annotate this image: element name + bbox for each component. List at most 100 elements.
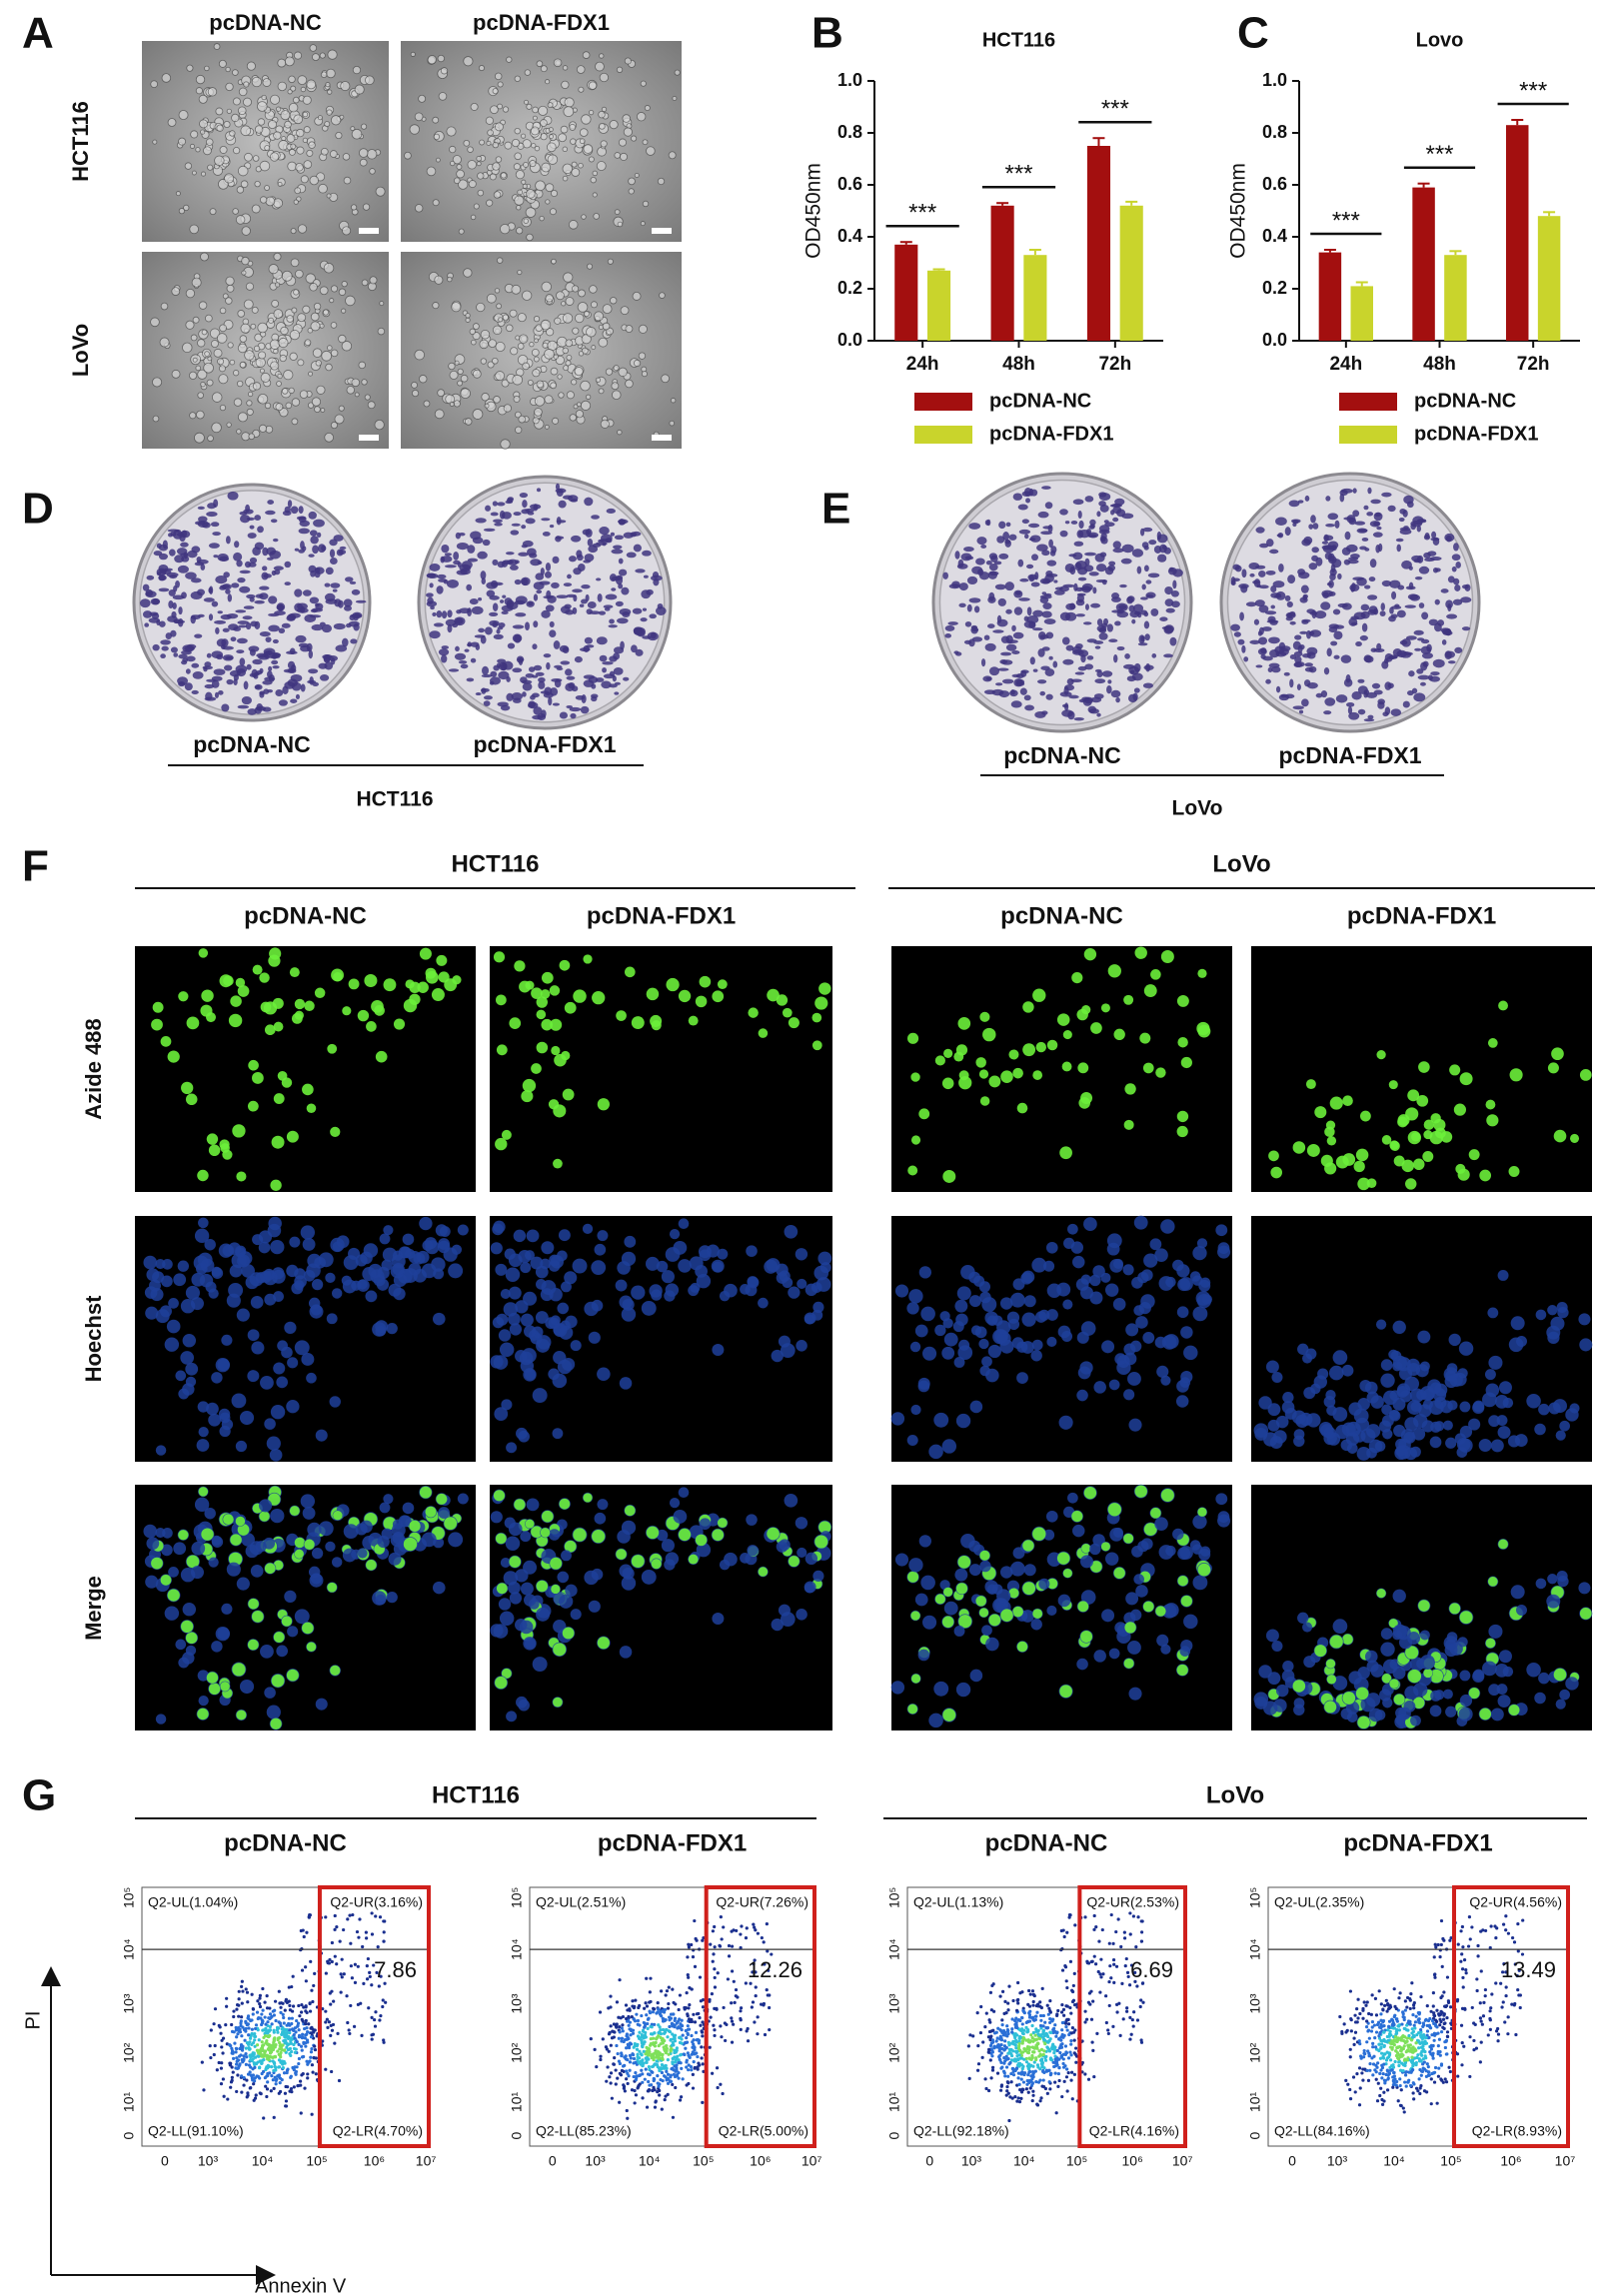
- nucleus: [1267, 1403, 1281, 1417]
- nucleus: [1101, 1340, 1115, 1354]
- cell: [579, 128, 589, 137]
- cell-line-label: LoVo: [1172, 797, 1223, 820]
- nucleus: [490, 1511, 503, 1524]
- cell: [216, 124, 224, 132]
- stained-nucleus: [330, 1126, 341, 1138]
- nucleus: [597, 1230, 609, 1242]
- stained-nucleus: [1100, 1542, 1110, 1552]
- stained-nucleus: [1032, 988, 1046, 1002]
- colony: [1399, 650, 1412, 658]
- nucleus: [1215, 1493, 1228, 1506]
- colony: [1324, 552, 1333, 561]
- colony: [609, 670, 616, 677]
- cell: [530, 126, 540, 136]
- cell: [280, 110, 291, 121]
- stained-nucleus: [767, 988, 780, 1002]
- colony: [332, 588, 338, 592]
- stained-nucleus: [270, 1179, 282, 1191]
- stained-nucleus: [553, 1158, 563, 1169]
- colony: [1255, 664, 1263, 668]
- cell: [291, 307, 298, 314]
- nucleus: [457, 1493, 469, 1505]
- cell: [419, 375, 428, 384]
- colony: [978, 572, 990, 580]
- colony: [1115, 602, 1128, 612]
- stained-nucleus: [525, 1519, 535, 1529]
- cell: [454, 360, 460, 366]
- cell: [628, 177, 636, 186]
- stained-nucleus: [1022, 1540, 1034, 1552]
- colony: [1131, 618, 1136, 624]
- nucleus: [1293, 1698, 1305, 1709]
- colony: [243, 605, 255, 609]
- cell: [191, 170, 197, 176]
- colony: [309, 530, 318, 537]
- column-label: pcDNA-FDX1: [1347, 902, 1496, 929]
- cell: [210, 340, 219, 349]
- colony: [559, 644, 570, 652]
- cell: [601, 106, 608, 113]
- colony: [239, 585, 251, 593]
- nucleus: [1297, 1343, 1309, 1356]
- cell: [518, 415, 527, 424]
- cell: [526, 189, 536, 199]
- nucleus: [250, 1296, 264, 1309]
- stained-nucleus: [1176, 1125, 1188, 1138]
- nucleus: [1392, 1397, 1406, 1411]
- cell: [579, 138, 586, 145]
- colony: [246, 593, 256, 599]
- colony: [609, 683, 618, 688]
- cell: [184, 162, 193, 170]
- scale-bar: [652, 435, 672, 441]
- colony: [277, 603, 284, 611]
- colony: [1266, 619, 1279, 623]
- colony: [990, 555, 998, 563]
- stained-nucleus: [646, 1526, 660, 1540]
- cell: [529, 342, 535, 348]
- colony: [1275, 685, 1281, 693]
- nucleus: [1133, 1215, 1148, 1230]
- cell: [260, 196, 268, 204]
- nucleus: [331, 1288, 343, 1299]
- nucleus: [1516, 1605, 1527, 1617]
- cell: [497, 103, 503, 110]
- colony: [1068, 694, 1079, 699]
- event: [309, 2055, 313, 2059]
- nucleus: [435, 1224, 448, 1237]
- colony: [510, 530, 520, 536]
- cell: [564, 97, 575, 108]
- colony: [272, 665, 280, 669]
- colony: [1139, 596, 1148, 600]
- event: [253, 2065, 257, 2070]
- cell: [306, 149, 314, 157]
- colony: [520, 676, 528, 683]
- colony: [300, 683, 306, 692]
- nucleus: [1133, 1574, 1144, 1585]
- cell: [200, 252, 209, 262]
- colony: [1030, 489, 1038, 497]
- colony: [266, 547, 277, 556]
- colony: [623, 676, 630, 681]
- stained-nucleus: [495, 1137, 508, 1151]
- colony: [536, 589, 543, 594]
- bar: [1023, 255, 1047, 341]
- cell: [526, 103, 533, 110]
- colony: [1064, 684, 1075, 691]
- colony: [1381, 660, 1389, 669]
- nucleus: [631, 1285, 646, 1300]
- colony: [470, 657, 477, 663]
- fluorescence-image: [490, 1216, 832, 1462]
- stained-nucleus: [1176, 994, 1189, 1007]
- sample-label: pcDNA-FDX1: [473, 731, 616, 757]
- event: [256, 1999, 260, 2003]
- stained-nucleus: [294, 1537, 306, 1549]
- cell: [195, 74, 206, 85]
- event: [240, 1984, 244, 1988]
- cell: [326, 193, 332, 199]
- colony: [297, 602, 308, 610]
- nucleus: [235, 1440, 248, 1453]
- cell: [569, 123, 577, 131]
- legend-label: pcDNA-NC: [989, 390, 1091, 412]
- cell: [379, 301, 385, 307]
- colony: [1353, 611, 1366, 620]
